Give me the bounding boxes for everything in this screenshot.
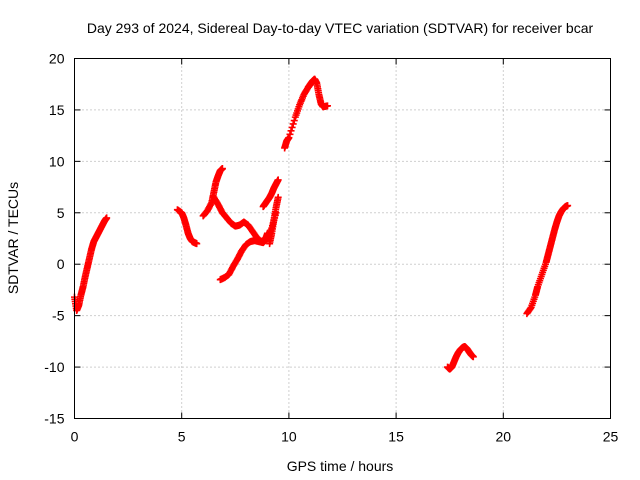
data-point	[290, 117, 298, 125]
y-tick-label: 15	[49, 102, 65, 118]
series-arc-2	[173, 206, 201, 248]
data-point	[286, 130, 294, 138]
series-arc-3	[199, 165, 226, 220]
data-point	[287, 127, 295, 135]
x-tick-label: 25	[603, 429, 619, 445]
data-point	[289, 120, 297, 128]
x-tick-label: 0	[71, 429, 79, 445]
x-tick-label: 15	[388, 429, 404, 445]
plot-frame	[74, 58, 611, 419]
data-point	[218, 165, 226, 173]
series-arc-4	[210, 193, 271, 246]
data-point	[288, 123, 296, 131]
data-point	[285, 134, 293, 142]
y-tick-label: 10	[49, 153, 65, 169]
y-tick-label: -10	[44, 359, 64, 375]
y-tick-label: -15	[44, 411, 64, 427]
series-arc-6	[259, 176, 282, 211]
y-tick-label: -5	[52, 308, 65, 324]
series-arc-8	[281, 75, 331, 152]
data-point	[274, 176, 282, 184]
y-tick-label: 20	[49, 51, 65, 67]
data-point	[103, 214, 111, 222]
y-axis-label: SDTVAR / TECUs	[5, 182, 21, 294]
data-point	[469, 353, 477, 361]
series-arc-1	[71, 214, 111, 314]
axis-ticks: 0 5 10 15 20 25 -15 -10 -5 0 5 10 15 20	[44, 51, 618, 445]
series-arc-7	[266, 193, 282, 248]
x-axis-label: GPS time / hours	[287, 458, 394, 474]
grid-lines	[74, 58, 611, 419]
x-tick-label: 10	[281, 429, 297, 445]
y-tick-label: 5	[57, 205, 65, 221]
chart-title: Day 293 of 2024, Sidereal Day-to-day VTE…	[87, 20, 594, 36]
x-tick-label: 20	[496, 429, 512, 445]
series-arc-9	[444, 343, 477, 373]
data-point	[323, 102, 331, 110]
data-point	[564, 202, 572, 210]
x-tick-label: 5	[178, 429, 186, 445]
data-points	[71, 75, 572, 373]
series-arc-10	[523, 202, 572, 318]
data-point	[274, 193, 282, 201]
data-point	[193, 240, 201, 248]
y-tick-label: 0	[57, 256, 65, 272]
